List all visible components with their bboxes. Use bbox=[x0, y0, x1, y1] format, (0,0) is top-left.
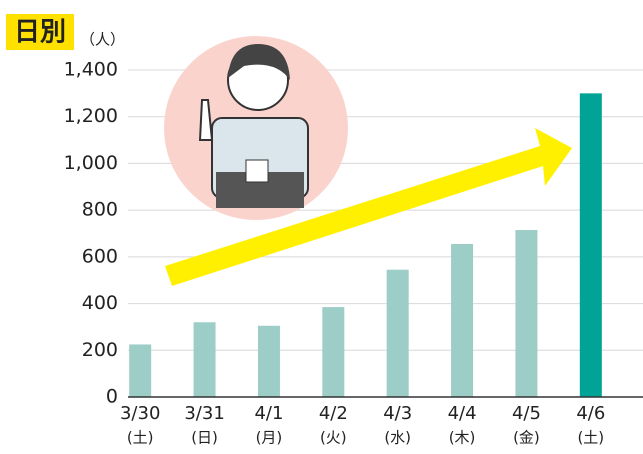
chart: 日別 （人） 0 200 400 600 800 1,000 1,200 1,400 3/30 (… bbox=[0, 0, 643, 454]
x-tick-sublabel: (月) bbox=[256, 429, 283, 447]
x-tick-sublabel: (木) bbox=[449, 429, 476, 447]
x-tick-label: 4/3 bbox=[383, 403, 412, 424]
x-tick-label: 4/2 bbox=[319, 403, 348, 424]
illustration bbox=[164, 36, 348, 220]
y-tick-label: 400 bbox=[82, 292, 118, 314]
y-tick-label: 200 bbox=[82, 339, 118, 361]
y-tick-label: 600 bbox=[82, 245, 118, 267]
x-tick-label: 3/30 bbox=[120, 403, 160, 424]
bar bbox=[451, 244, 473, 397]
chart-title: 日別 bbox=[14, 18, 66, 48]
x-tick-label: 4/6 bbox=[576, 403, 605, 424]
unit-label: （人） bbox=[80, 31, 125, 49]
y-tick-label: 800 bbox=[82, 199, 118, 221]
x-tick-sublabel: (水) bbox=[384, 429, 411, 447]
bar bbox=[129, 344, 151, 397]
x-tick-sublabel: (土) bbox=[577, 429, 604, 447]
x-tick-sublabel: (日) bbox=[191, 429, 218, 447]
bar bbox=[580, 93, 602, 397]
x-tick-sublabel: (火) bbox=[320, 429, 347, 447]
bar bbox=[515, 230, 537, 397]
y-tick-label: 0 bbox=[106, 386, 118, 408]
x-tick-label: 4/1 bbox=[254, 403, 283, 424]
bar bbox=[322, 307, 344, 397]
bar bbox=[194, 322, 216, 397]
bar bbox=[258, 326, 280, 397]
y-tick-label: 1,400 bbox=[64, 59, 118, 81]
bar bbox=[387, 270, 409, 397]
x-tick-sublabel: (土) bbox=[127, 429, 154, 447]
x-tick-sublabel: (金) bbox=[513, 429, 540, 447]
x-tick-label: 4/4 bbox=[448, 403, 477, 424]
y-tick-label: 1,000 bbox=[64, 152, 118, 174]
x-tick-label: 3/31 bbox=[184, 403, 224, 424]
x-tick-label: 4/5 bbox=[512, 403, 541, 424]
y-tick-label: 1,200 bbox=[64, 105, 118, 127]
